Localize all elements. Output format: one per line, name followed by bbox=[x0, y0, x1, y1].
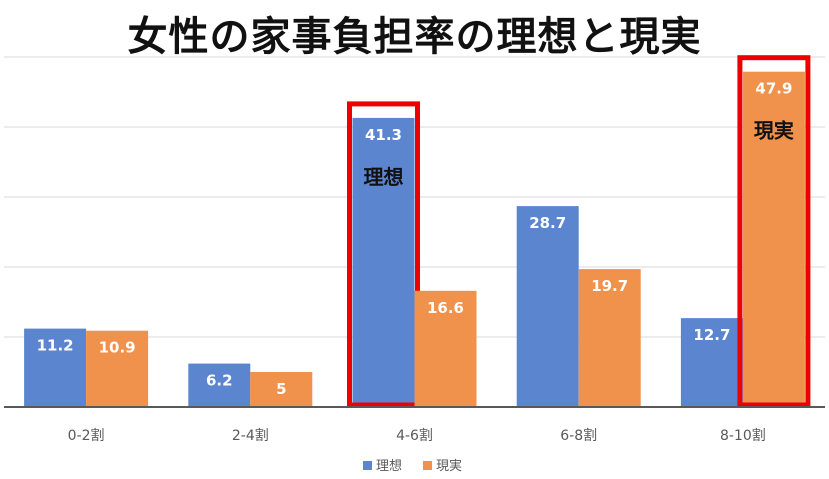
legend-swatch bbox=[363, 461, 372, 470]
legend-label: 理想 bbox=[376, 458, 402, 474]
data-label: 5 bbox=[276, 380, 286, 398]
bar-現実-2-4割 bbox=[250, 372, 313, 407]
chart-title: 女性の家事負担率の理想と現実 bbox=[127, 14, 702, 60]
bar-現実-4-6割 bbox=[414, 290, 477, 407]
bar-理想-2-4割 bbox=[188, 363, 251, 407]
data-label: 41.3 bbox=[365, 126, 402, 144]
data-label: 6.2 bbox=[206, 372, 233, 390]
x-tick-label: 0-2割 bbox=[68, 427, 105, 444]
highlight-frame bbox=[737, 55, 811, 408]
annotation-label: 現実 bbox=[754, 119, 794, 143]
annotation-label: 理想 bbox=[364, 165, 404, 189]
bar-理想-4-6割 bbox=[352, 117, 415, 408]
bar-現実-0-2割 bbox=[86, 330, 149, 407]
x-tick-label: 4-6割 bbox=[396, 427, 433, 444]
data-label: 47.9 bbox=[755, 80, 792, 98]
highlight-frame bbox=[347, 101, 420, 408]
x-tick-label: 8-10割 bbox=[720, 427, 766, 444]
data-label: 11.2 bbox=[37, 337, 74, 355]
bar-理想-8-10割 bbox=[680, 318, 743, 407]
bar-理想-6-8割 bbox=[516, 206, 579, 407]
x-tick-label: 2-4割 bbox=[232, 427, 269, 444]
data-label: 12.7 bbox=[693, 326, 730, 344]
x-tick-label: 6-8割 bbox=[560, 427, 597, 444]
legend-label: 現実 bbox=[436, 458, 462, 474]
legend-swatch bbox=[423, 461, 432, 470]
bar-理想-0-2割 bbox=[24, 328, 87, 407]
data-label: 10.9 bbox=[99, 339, 136, 357]
data-label: 16.6 bbox=[427, 299, 464, 317]
data-label: 28.7 bbox=[529, 214, 566, 232]
bar-現実-6-8割 bbox=[578, 269, 641, 407]
bar-現実-8-10割 bbox=[742, 71, 805, 407]
data-label: 19.7 bbox=[591, 277, 628, 295]
